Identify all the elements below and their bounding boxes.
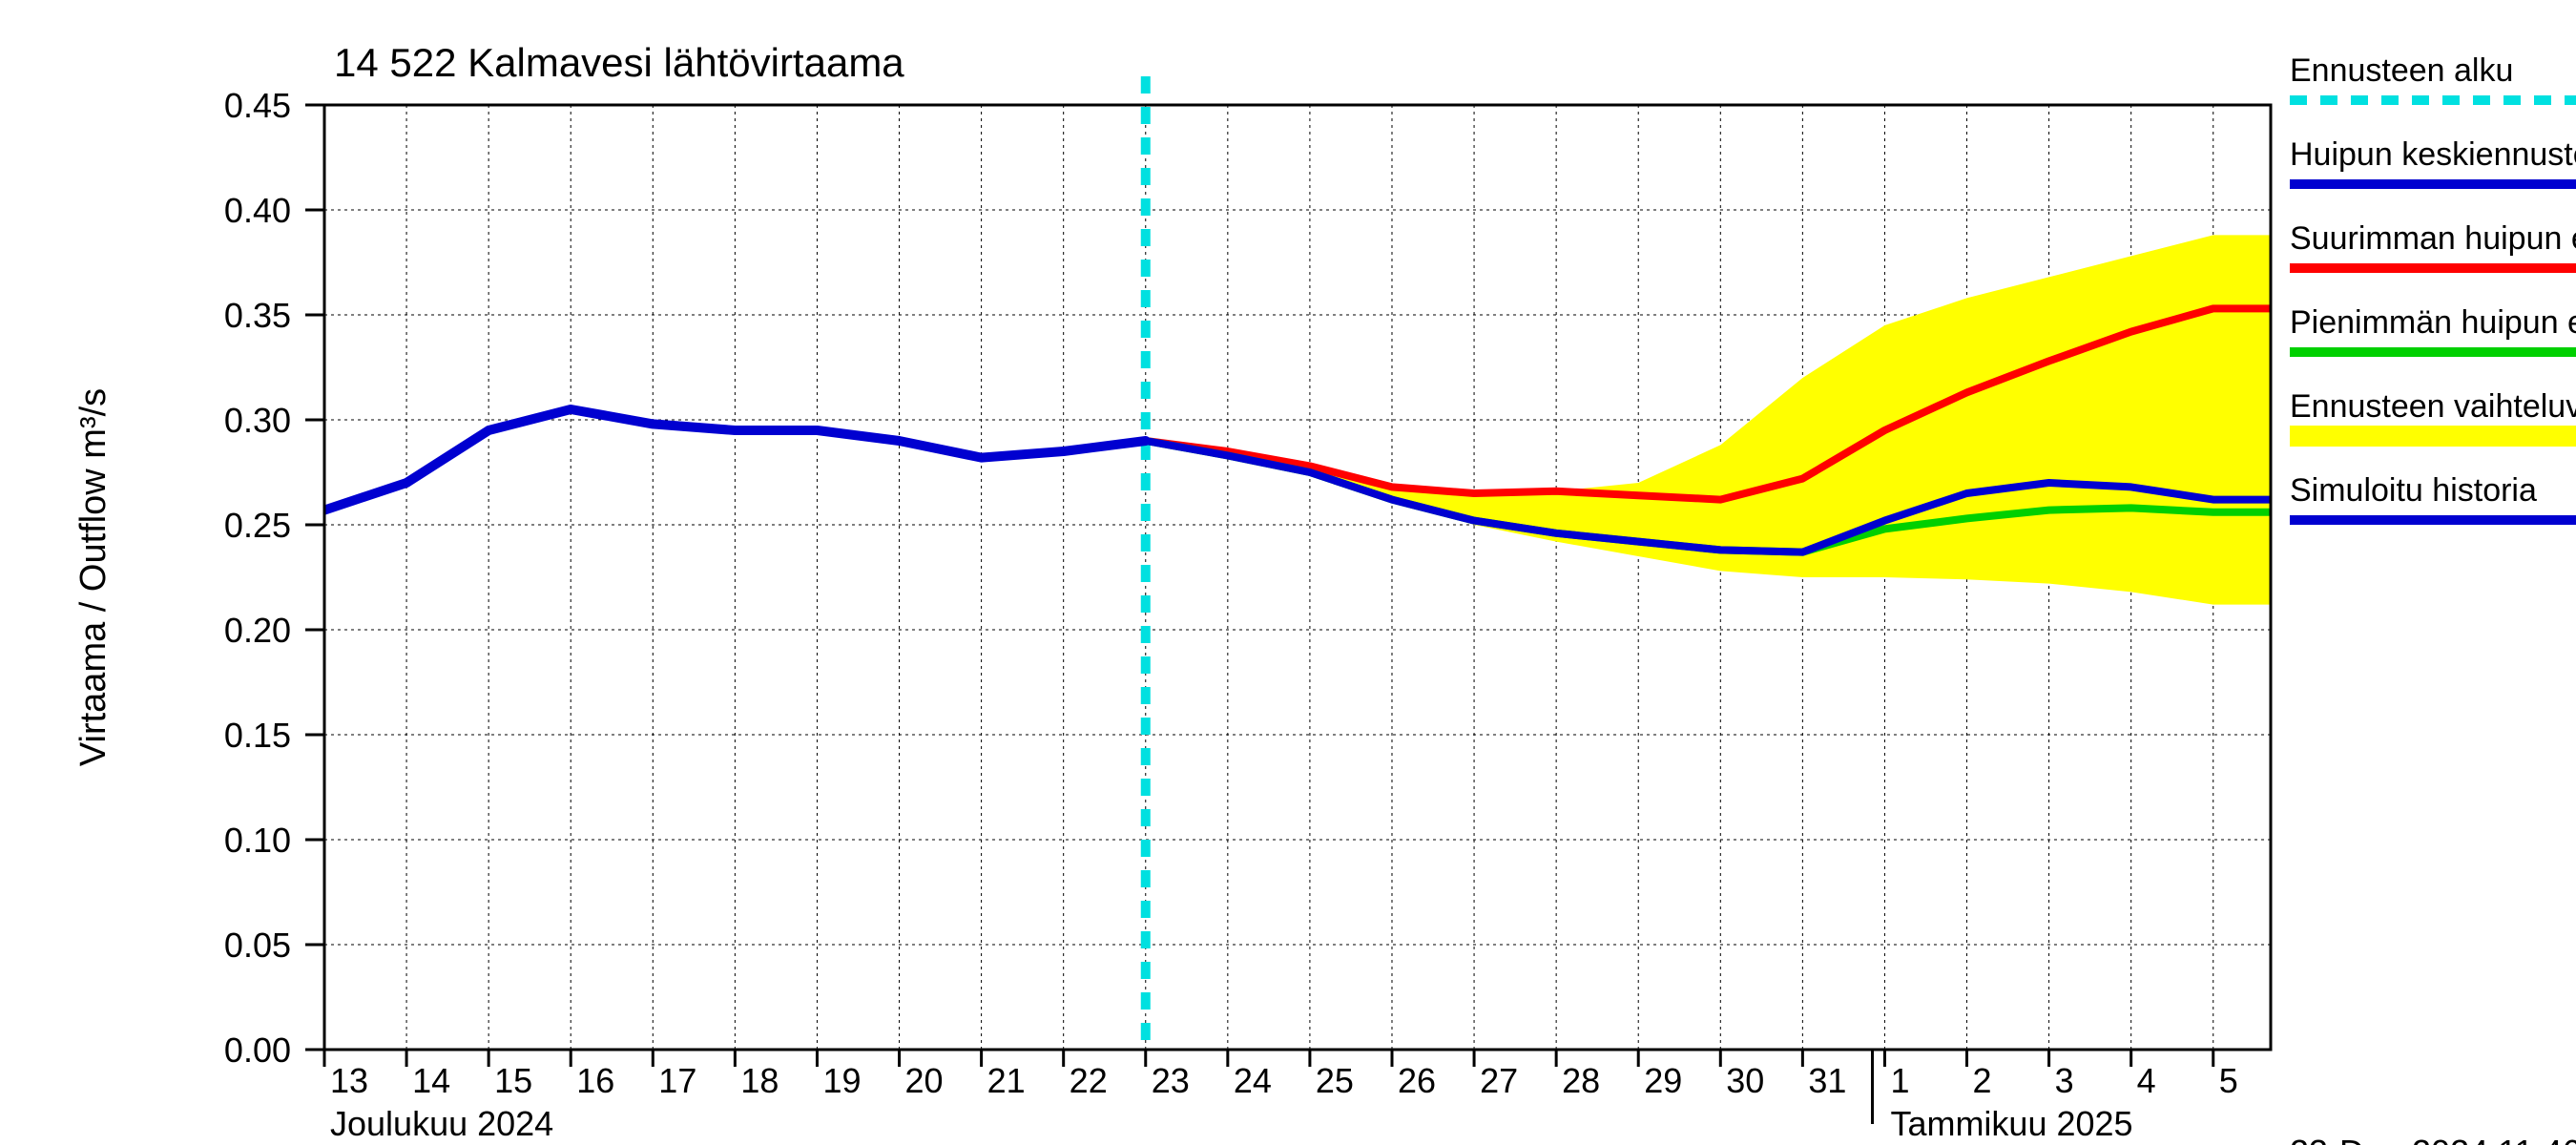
x-tick-label: 28	[1562, 1061, 1600, 1100]
x-tick-label: 15	[494, 1061, 532, 1100]
x-tick-label: 20	[905, 1061, 944, 1100]
month1-fi: Joulukuu 2024	[330, 1104, 553, 1143]
x-tick-label: 19	[822, 1061, 861, 1100]
x-tick-label: 30	[1726, 1061, 1764, 1100]
y-tick-label: 0.30	[224, 401, 291, 440]
x-tick-label: 29	[1644, 1061, 1682, 1100]
chart-svg: 0.00 0.05 0.10 0.15 0.20 0.25 0.30 0.35 0.40 0.45…	[0, 0, 2576, 1145]
x-tick-label: 24	[1234, 1061, 1272, 1100]
x-tick-label: 16	[576, 1061, 614, 1100]
y-tick-label: 0.20	[224, 611, 291, 650]
x-tick-label: 1	[1890, 1061, 1909, 1100]
y-axis-label: Virtaama / Outflow m³/s	[73, 388, 114, 766]
x-tick-label: 25	[1316, 1061, 1354, 1100]
x-tick-label: 3	[2055, 1061, 2074, 1100]
chart-footer: 23-Dec-2024 11:46 WSFS-O	[2290, 1133, 2576, 1145]
y-tick-label: 0.15	[224, 716, 291, 755]
x-tick-label: 18	[740, 1061, 779, 1100]
legend-label: Ennusteen vaihteluväli	[2290, 388, 2576, 425]
legend-label: Ennusteen alku	[2290, 52, 2513, 89]
y-tick-label: 0.05	[224, 926, 291, 965]
month2-fi: Tammikuu 2025	[1890, 1104, 2132, 1143]
x-tick-label: 17	[658, 1061, 696, 1100]
chart-title: 14 522 Kalmavesi lähtövirtaama	[334, 40, 904, 85]
x-tick-label: 13	[330, 1061, 368, 1100]
y-tick-label: 0.35	[224, 296, 291, 335]
legend-label: Suurimman huipun ennuste	[2290, 220, 2576, 257]
legend-label: Pienimmän huipun ennuste	[2290, 304, 2576, 341]
y-tick-label: 0.10	[224, 821, 291, 860]
y-tick-label: 0.40	[224, 191, 291, 230]
x-tick-label: 23	[1152, 1061, 1190, 1100]
legend-label: Huipun keskiennuste	[2290, 136, 2576, 173]
y-tick-label: 0.25	[224, 506, 291, 545]
x-tick-label: 14	[412, 1061, 450, 1100]
y-tick-label: 0.45	[224, 86, 291, 125]
outflow-forecast-chart: 0.00 0.05 0.10 0.15 0.20 0.25 0.30 0.35 0.40 0.45…	[0, 0, 2576, 1145]
x-tick-label: 4	[2137, 1061, 2156, 1100]
x-tick-label: 27	[1480, 1061, 1518, 1100]
y-tick-label: 0.00	[224, 1030, 291, 1070]
x-tick-label: 22	[1070, 1061, 1108, 1100]
x-tick-label: 21	[987, 1061, 1026, 1100]
legend-label: Simuloitu historia	[2290, 472, 2537, 509]
x-tick-label: 31	[1808, 1061, 1846, 1100]
x-tick-label: 26	[1398, 1061, 1436, 1100]
x-tick-label: 2	[1973, 1061, 1992, 1100]
x-tick-label: 5	[2219, 1061, 2238, 1100]
